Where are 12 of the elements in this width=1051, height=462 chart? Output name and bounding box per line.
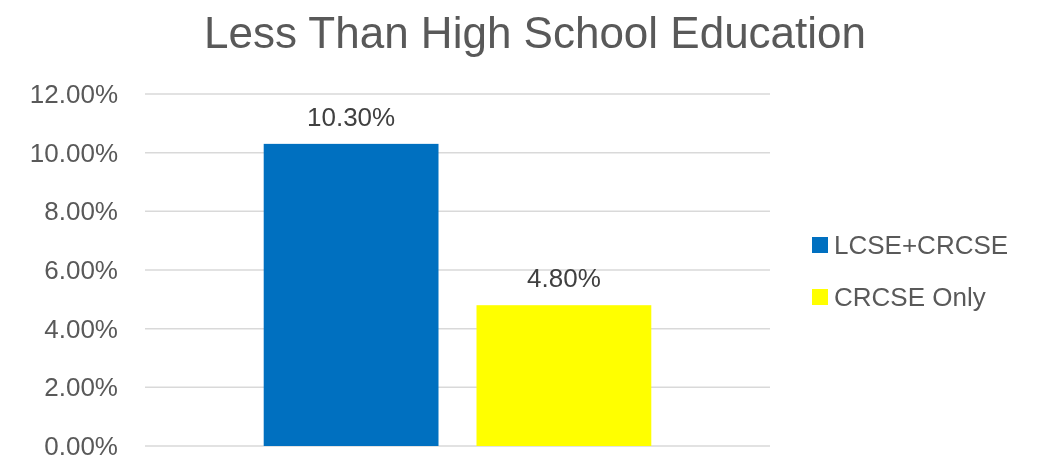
y-tick-label: 0.00% bbox=[44, 431, 118, 462]
chart-title: Less Than High School Education bbox=[203, 8, 867, 57]
y-tick-label: 10.00% bbox=[29, 137, 118, 168]
data-label: 10.30% bbox=[307, 101, 396, 132]
legend-label: CRCSE Only bbox=[834, 282, 986, 313]
y-tick-label: 4.00% bbox=[44, 313, 118, 344]
legend-label: LCSE+CRCSE bbox=[834, 230, 1009, 261]
y-tick-label: 12.00% bbox=[29, 79, 118, 110]
data-label: 4.80% bbox=[527, 263, 601, 294]
y-tick-label: 6.00% bbox=[44, 255, 118, 286]
y-tick-label: 8.00% bbox=[44, 196, 118, 227]
y-tick-label: 2.00% bbox=[44, 372, 118, 403]
